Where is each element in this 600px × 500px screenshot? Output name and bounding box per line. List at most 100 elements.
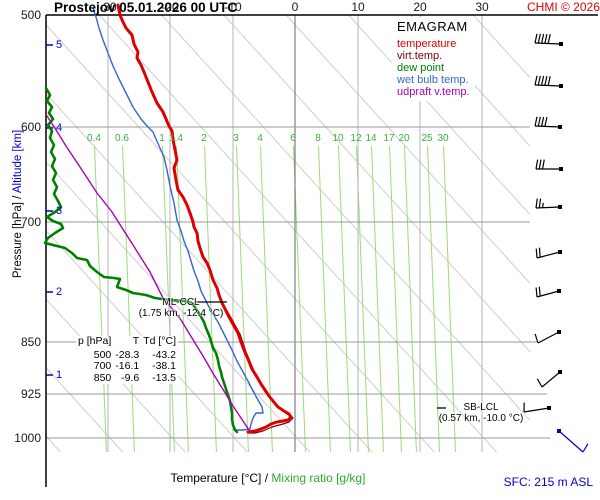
curve-dew-point — [43, 86, 239, 434]
pressure-tick-700: 700 — [20, 215, 41, 229]
wind-barb-line — [547, 76, 551, 86]
mixing-ratio-line-0.4 — [94, 145, 107, 453]
table-cell: -28.3 — [115, 348, 140, 361]
mixing-ratio-label-3: 3 — [233, 133, 239, 144]
wind-barb-line — [535, 287, 538, 298]
table-cell: -16.1 — [115, 360, 140, 372]
table-cell: -9.6 — [121, 371, 140, 384]
wind-barb-line — [541, 202, 544, 208]
wind-barb-line — [535, 159, 539, 170]
mixing-ratio-line-0.6 — [122, 145, 135, 453]
altitude-tick-4: 4 — [56, 122, 63, 134]
temp-tick-0: 0 — [291, 0, 299, 14]
mixing-ratio-line-2 — [204, 145, 217, 453]
wind-barb-line — [534, 125, 561, 128]
table-cell: 500 — [93, 348, 112, 361]
wind-barb — [535, 286, 561, 298]
mixing-ratio-label-20: 20 — [398, 133, 410, 144]
mixing-ratio-label-1.4: 1.4 — [169, 133, 183, 144]
legend-item-udpraft-v-temp-: udpraft v.temp. — [397, 86, 470, 98]
wind-barb-line — [544, 33, 548, 44]
wind-barb — [535, 159, 563, 171]
page-title: Prostejov 05.01.2026 00 UTC — [54, 0, 238, 15]
dry-adiabat-line — [472, 14, 531, 78]
wind-barb — [534, 116, 562, 129]
curve-wet-bulb-temp- — [92, 7, 264, 431]
wind-barb-line — [536, 251, 561, 259]
wind-barb-line — [523, 407, 550, 413]
dry-adiabat-line — [98, 14, 497, 453]
sb-lcl-annotation: SB-LCL (0.57 km, -10.0 °C) — [438, 402, 524, 424]
mixing-ratio-line-20 — [404, 145, 417, 453]
temp-tick--30: -30 — [99, 0, 117, 14]
legend-items: temperature virt.temp. dew point wet bulb t… — [397, 38, 470, 98]
altitude-tick-2: 2 — [56, 286, 63, 298]
sb-lcl-line2: (0.57 km, -10.0 °C) — [438, 413, 524, 424]
dry-adiabat-line — [348, 14, 531, 216]
y-axis-label-altitude: Altitude [km] — [12, 129, 24, 194]
wind-barb-line — [538, 159, 542, 170]
altitude-tick-3: 3 — [56, 205, 63, 217]
x-axis-caption-temperature: Temperature [°C] — [170, 471, 262, 485]
wind-barb-line — [535, 206, 561, 209]
mixing-ratio-line-8 — [318, 145, 331, 453]
mixing-ratio-line-1.4 — [176, 145, 189, 453]
wind-barb-line — [535, 248, 538, 259]
temp-tick-10: 10 — [351, 0, 365, 14]
mixing-ratio-label-6: 6 — [290, 133, 296, 144]
table-cell: p [hPa] — [78, 335, 112, 347]
table-cell: -38.1 — [152, 360, 177, 372]
wind-barb-line — [534, 333, 539, 344]
wind-barb — [557, 429, 589, 453]
table-cell: -13.5 — [152, 371, 177, 384]
pressure-tick-850: 850 — [20, 335, 41, 349]
wind-barb-line — [537, 75, 541, 86]
wind-barb-line — [582, 443, 589, 453]
surface-elevation-label: SFC: 215 m ASL — [503, 475, 593, 489]
mixing-ratio-label-30: 30 — [437, 133, 449, 144]
wind-barb-line — [534, 33, 538, 44]
altitude-tick-5: 5 — [56, 39, 63, 51]
x-axis-caption: Temperature [°C] / Mixing ratio [g/kg] — [138, 471, 398, 485]
dry-adiabat-line — [285, 14, 531, 284]
wind-barb-line — [538, 247, 541, 258]
pressure-tick-600: 600 — [20, 120, 41, 134]
mixing-ratio-label-1: 1 — [159, 133, 165, 144]
y-axis-label: Pressure [hPa] / Altitude [km] — [12, 124, 24, 284]
wind-barb — [535, 198, 562, 209]
wind-barb-line — [542, 159, 545, 170]
table-row: 700 -16.1 -38.1 — [76, 360, 178, 373]
x-axis-caption-mixing: Mixing ratio [g/kg] — [271, 471, 366, 485]
mixing-ratio-line-14 — [371, 145, 384, 453]
curve-temperature — [116, 3, 293, 434]
wind-barb-line — [538, 198, 542, 208]
temp-tick-20: 20 — [413, 0, 427, 14]
wind-barb-line — [537, 116, 541, 127]
table-cell: -43.2 — [152, 348, 177, 361]
wind-barb — [534, 33, 563, 46]
mixing-ratio-line-25 — [427, 145, 440, 453]
wind-barb-line — [547, 34, 551, 44]
y-axis-label-pressure: Pressure [hPa] — [12, 202, 24, 279]
mixing-ratio-label-8: 8 — [315, 133, 321, 144]
wind-barb-line — [544, 116, 548, 127]
wind-barb-line — [535, 198, 538, 209]
altitude-tick-1: 1 — [56, 369, 63, 381]
wind-barb — [536, 370, 562, 388]
wind-barb — [534, 330, 561, 344]
mixing-ratio-line-17 — [389, 145, 402, 453]
wind-barb — [535, 247, 562, 259]
mixing-ratio-label-12: 12 — [350, 133, 362, 144]
wind-barb — [534, 75, 563, 88]
mixing-ratio-label-0.6: 0.6 — [115, 133, 129, 144]
legend-item-temperature: temperature — [397, 38, 457, 50]
wind-barb — [523, 402, 551, 413]
x-axis-caption-separator: / — [261, 471, 272, 485]
table-row: 500 -28.3 -43.2 — [76, 348, 178, 362]
dry-adiabat-line — [46, 162, 310, 453]
table-cell: Td [°C] — [143, 335, 177, 347]
mixing-ratio-label-4: 4 — [257, 133, 263, 144]
mixing-ratio-line-10 — [338, 145, 351, 453]
temp-tick--10: -10 — [224, 0, 242, 14]
